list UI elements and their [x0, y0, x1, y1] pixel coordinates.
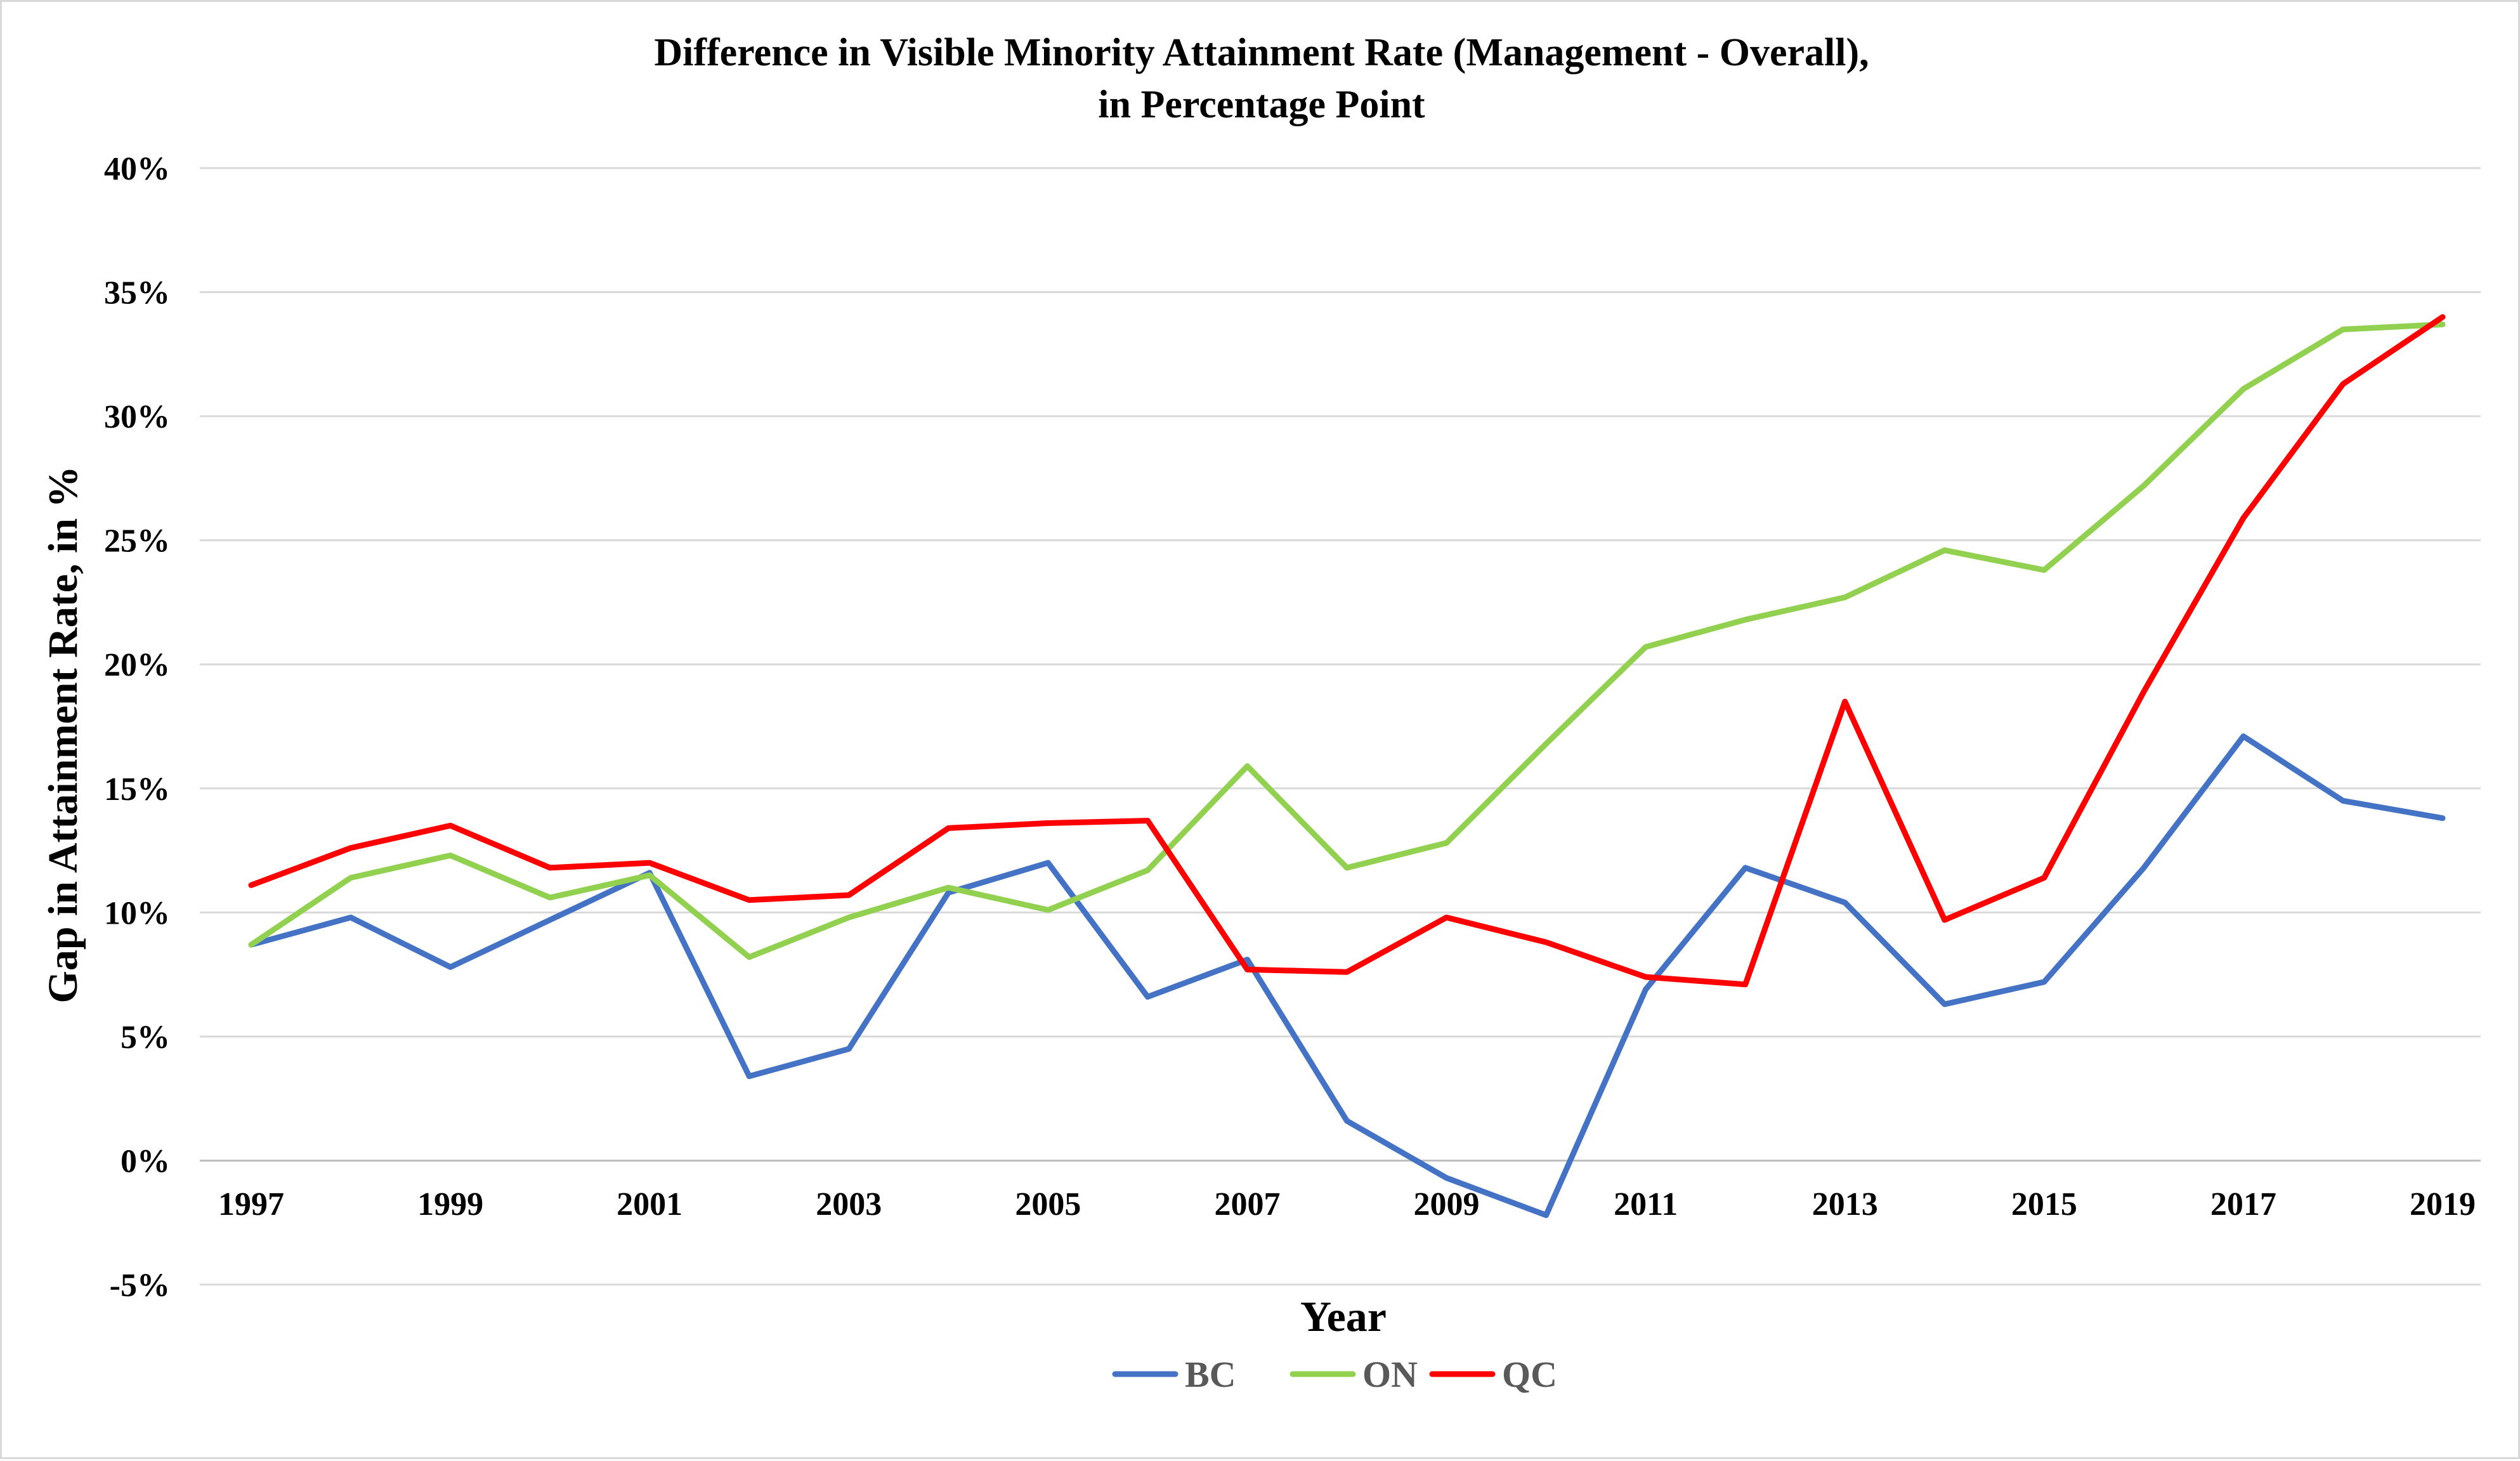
y-tick-label: 5% — [121, 1019, 170, 1056]
y-axis-ticks: -5% 0% 5% 10% 15% 20% 25% 30% 35% 40% — [104, 151, 170, 1304]
x-tick-label: 1999 — [417, 1186, 483, 1222]
x-tick-label: 2005 — [1015, 1186, 1081, 1222]
legend-label-qc: QC — [1502, 1354, 1557, 1395]
series-line-bc — [248, 733, 2446, 1218]
x-tick-label: 2007 — [1214, 1186, 1280, 1222]
x-tick-label: 2017 — [2210, 1186, 2276, 1222]
series-line-on — [248, 321, 2446, 960]
x-tick-label: 2013 — [1812, 1186, 1878, 1222]
x-tick-label: 2003 — [816, 1186, 882, 1222]
y-tick-label: 40% — [104, 151, 170, 187]
legend: BC ON QC — [1112, 1354, 1557, 1395]
series-line-qc — [248, 314, 2446, 988]
x-tick-label: 2011 — [1614, 1186, 1678, 1222]
x-axis-label: Year — [1300, 1292, 1387, 1340]
x-axis-ticks: 1997 1999 2001 2003 2005 2007 2009 2011 2013 2015… — [218, 1186, 2476, 1222]
y-tick-label: 20% — [104, 647, 170, 683]
legend-label-on: ON — [1362, 1354, 1418, 1395]
y-tick-label: 0% — [121, 1143, 170, 1179]
series-lines — [248, 314, 2446, 1218]
y-axis-label: Gap in Attainment Rate, in % — [40, 466, 86, 1003]
y-tick-label: 35% — [104, 275, 170, 311]
y-tick-label: 10% — [104, 895, 170, 931]
gridlines — [200, 167, 2481, 1286]
x-tick-label: 2009 — [1414, 1186, 1480, 1222]
y-tick-label: 30% — [104, 399, 170, 435]
x-tick-label: 2015 — [2011, 1186, 2077, 1222]
chart-title-line-1: Difference in Visible Minority Attainmen… — [654, 31, 1869, 74]
y-tick-label: 25% — [104, 523, 170, 560]
legend-label-bc: BC — [1185, 1354, 1236, 1395]
chart-title-line-2: in Percentage Point — [1098, 83, 1425, 126]
x-tick-label: 2019 — [2410, 1186, 2476, 1222]
y-tick-label: -5% — [110, 1268, 170, 1304]
x-tick-label: 2001 — [617, 1186, 682, 1222]
y-tick-label: 15% — [104, 771, 170, 808]
x-tick-label: 1997 — [218, 1186, 284, 1222]
